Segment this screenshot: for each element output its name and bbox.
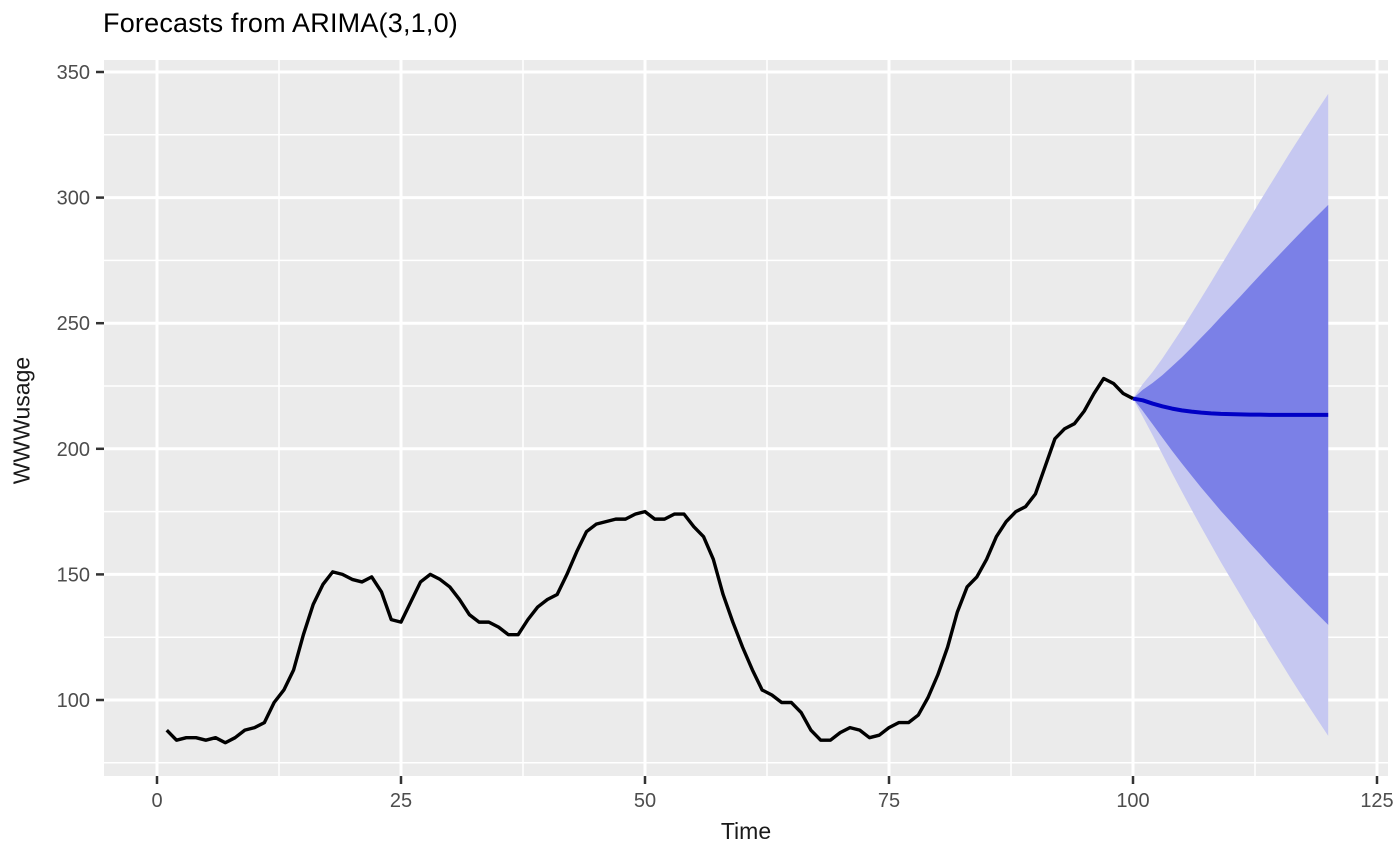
y-tick-label: 250 bbox=[57, 313, 90, 335]
y-axis-title: WWWusage bbox=[8, 356, 35, 485]
forecast-mean-line bbox=[1132, 396, 1329, 417]
grid-minor bbox=[104, 60, 1388, 776]
observed-series-line bbox=[165, 376, 1134, 745]
x-tick-label: 100 bbox=[1116, 790, 1149, 812]
x-tick-label: 0 bbox=[151, 790, 162, 812]
x-tick-label: 50 bbox=[634, 790, 656, 812]
y-tick-label: 200 bbox=[57, 439, 90, 461]
x-tick-label: 75 bbox=[878, 790, 900, 812]
chart-title: Forecasts from ARIMA(3,1,0) bbox=[103, 8, 458, 38]
forecast-line bbox=[1132, 396, 1329, 417]
x-tick-label: 125 bbox=[1360, 790, 1393, 812]
history-line bbox=[165, 376, 1134, 745]
axis-tick-labels: 0 25 50 75 100 125 100 150 200 250 300 350 bbox=[57, 62, 1394, 812]
y-tick-label: 100 bbox=[57, 690, 90, 712]
x-axis-title: Time bbox=[720, 818, 772, 844]
axis-tick-marks bbox=[96, 70, 1379, 784]
y-tick-label: 300 bbox=[57, 188, 90, 210]
y-tick-label: 150 bbox=[57, 564, 90, 586]
y-tick-label: 350 bbox=[57, 62, 90, 84]
x-tick-label: 25 bbox=[390, 790, 412, 812]
